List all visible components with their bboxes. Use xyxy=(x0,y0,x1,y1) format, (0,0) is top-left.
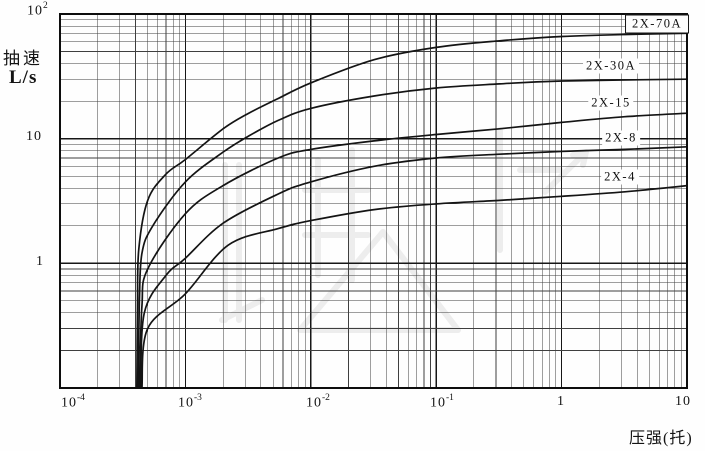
curve-2X-8 xyxy=(139,145,688,389)
curve-2X-70A xyxy=(135,32,688,389)
watermark xyxy=(497,127,589,253)
watermark xyxy=(302,147,371,283)
plot-border xyxy=(59,13,688,389)
curve-2X-4 xyxy=(141,184,688,389)
watermark xyxy=(219,162,265,323)
curve-2X-30A xyxy=(137,78,688,389)
watermark xyxy=(297,229,461,333)
curve-2X-15 xyxy=(138,112,688,389)
